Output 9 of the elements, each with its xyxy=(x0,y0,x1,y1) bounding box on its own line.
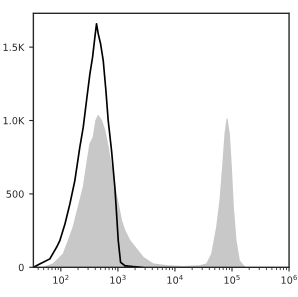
y-tick-label: 1.5K xyxy=(4,44,25,51)
x-tick-label: 10$^{3}$ xyxy=(110,274,126,284)
x-tick-label: 10$^{2}$ xyxy=(53,274,68,284)
y-tick-label: 0 xyxy=(18,264,24,272)
y-tick-label: 500 xyxy=(6,190,24,198)
x-tick-label: 10$^{4}$ xyxy=(167,274,183,284)
x-tick-label: 10$^{6}$ xyxy=(282,274,297,284)
x-tick-label: 10$^{5}$ xyxy=(224,274,240,284)
y-tick-label: 1.0K xyxy=(4,116,25,124)
